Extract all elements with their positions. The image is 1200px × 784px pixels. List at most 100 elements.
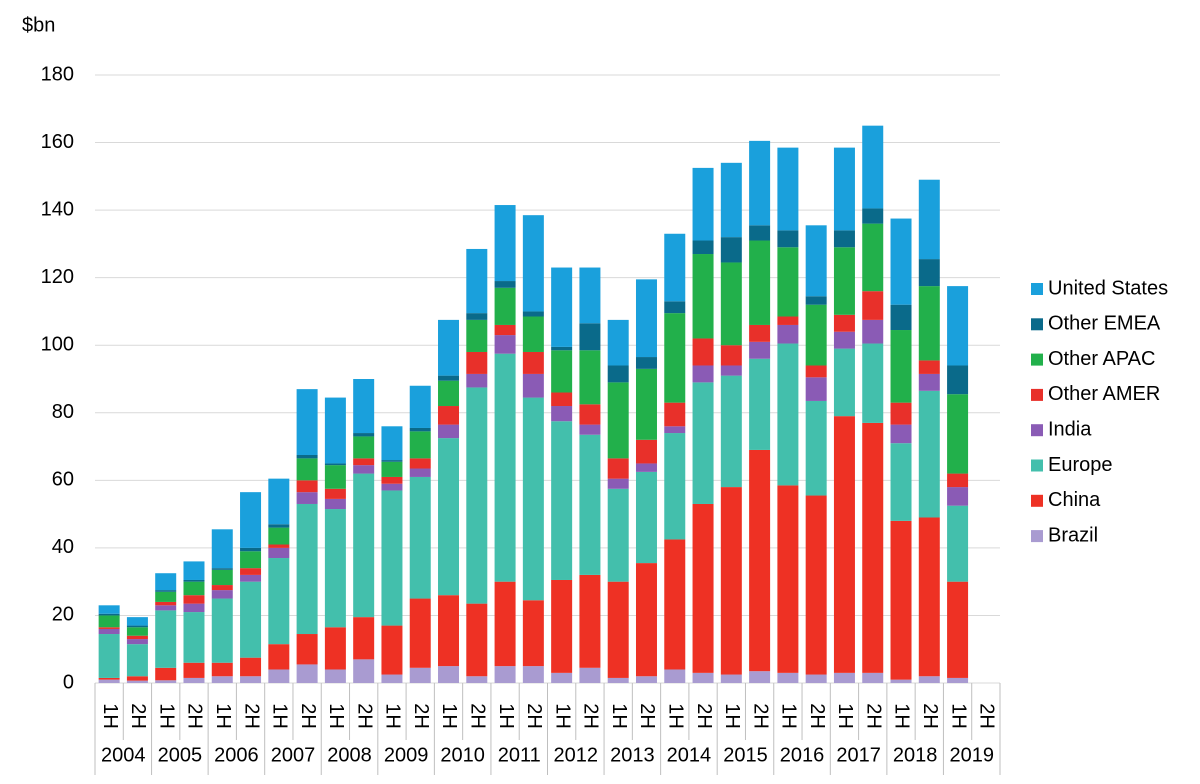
bar-segment [296, 503, 318, 635]
bar-segment [692, 254, 714, 339]
x-group-label: 2012 [554, 744, 599, 766]
bar-segment [409, 598, 431, 668]
bar-segment [183, 595, 205, 604]
bar-segment [409, 667, 431, 683]
bar-segment [409, 427, 431, 432]
bar-segment [494, 581, 516, 667]
bar-segment [862, 223, 884, 292]
bar-segment [268, 478, 290, 525]
bar-segment [324, 463, 346, 466]
bar-segment [890, 424, 912, 444]
legend-label: Other APAC [1048, 348, 1155, 370]
bar-segment [353, 436, 375, 459]
bar-segment [381, 625, 403, 675]
bar-segment [607, 382, 629, 459]
bar-segment [720, 237, 742, 263]
bar-segment [579, 434, 601, 575]
bar-segment [522, 600, 544, 667]
bar-segment [833, 230, 855, 248]
bar-segment [635, 676, 657, 683]
bar-segment [777, 324, 799, 344]
y-tick-label: 120 [41, 266, 74, 288]
x-tick-label: 2H [919, 703, 941, 729]
x-tick-label: 2H [184, 703, 206, 729]
bar-segment [635, 439, 657, 464]
bar-segment [240, 492, 262, 548]
x-tick-label: 2H [353, 703, 375, 729]
bar-segment [466, 351, 488, 374]
legend-swatch [1031, 494, 1043, 507]
x-tick-label: 1H [778, 703, 800, 729]
bar-segment [240, 574, 262, 582]
bar-segment [211, 662, 233, 677]
bar-segment [211, 585, 233, 591]
bar-segment [466, 319, 488, 352]
bar-segment [324, 627, 346, 670]
bar-segment [607, 319, 629, 366]
x-group-label: 2013 [610, 744, 655, 766]
bar-segment [607, 488, 629, 582]
bar-segment [749, 671, 771, 683]
x-tick-label: 1H [834, 703, 856, 729]
legend-label: Europe [1048, 454, 1113, 476]
y-axis-label: $bn [22, 14, 55, 36]
legend-swatch [1031, 388, 1043, 401]
bar-segment [918, 390, 940, 518]
bar-segment [918, 179, 940, 260]
bar-segment [466, 373, 488, 388]
bar-segment [155, 591, 177, 602]
bar-segment [833, 314, 855, 332]
bar-segment [381, 461, 403, 477]
bar-segment [98, 677, 120, 680]
bar-segment [381, 674, 403, 683]
bar-segment [805, 495, 827, 675]
bar-segment [409, 385, 431, 428]
bar-segment [155, 601, 177, 606]
bar-segment [126, 644, 148, 677]
bar-segment [126, 680, 148, 683]
bar-segment [522, 311, 544, 317]
bar-segment [890, 330, 912, 403]
bar-segment [777, 247, 799, 317]
bar-segment [579, 404, 601, 425]
bar-segment [805, 400, 827, 496]
bar-segment [692, 240, 714, 255]
bar-segment [918, 360, 940, 374]
bar-segment [692, 672, 714, 683]
legend-label: United States [1048, 277, 1168, 299]
bar-segment [438, 406, 460, 425]
bar-segment [805, 296, 827, 305]
bar-segment [749, 225, 771, 241]
bar-segment [551, 579, 573, 673]
x-tick-label: 1H [212, 703, 234, 729]
bar-segment [805, 225, 827, 297]
bar-segment [438, 438, 460, 596]
bar-segment [240, 568, 262, 575]
bar-segment [947, 581, 969, 678]
bar-segment [240, 676, 262, 683]
bar-segment [720, 162, 742, 238]
bar-segment [438, 319, 460, 376]
bar-segment [240, 551, 262, 569]
x-group-label: 2005 [158, 744, 203, 766]
bar-segment [353, 465, 375, 474]
bar-segment [833, 147, 855, 231]
y-tick-label: 180 [41, 63, 74, 85]
legend-swatch [1031, 318, 1043, 331]
x-group-label: 2014 [667, 744, 712, 766]
bar-segment [438, 424, 460, 439]
bar-segment [862, 422, 884, 673]
bar-segment [126, 627, 148, 636]
bar-segment [183, 612, 205, 663]
bar-segment [833, 331, 855, 349]
bar-segment [777, 485, 799, 673]
bar-segment [381, 426, 403, 461]
bar-segment [862, 343, 884, 423]
bar-segment [211, 569, 233, 586]
legend-swatch [1031, 353, 1043, 366]
bar-segment [664, 313, 686, 403]
legend-label: India [1048, 418, 1092, 440]
bar-segment [720, 487, 742, 675]
bar-segment [296, 634, 318, 665]
x-tick-label: 2H [749, 703, 771, 729]
